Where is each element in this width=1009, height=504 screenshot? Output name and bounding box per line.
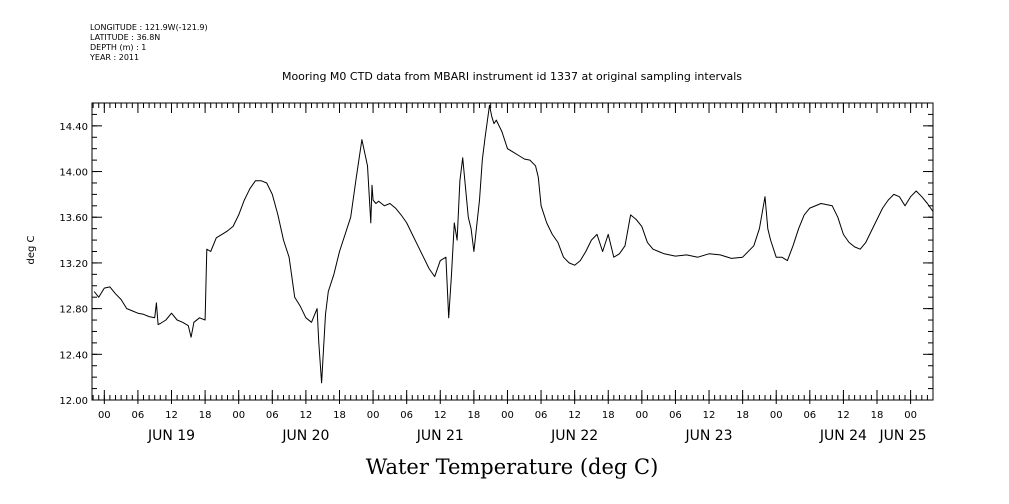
x-tick-label: 12 [703, 410, 716, 421]
x-tick-label: 00 [904, 410, 917, 421]
y-tick-label: 12.80 [59, 305, 88, 316]
x-tick-label: 00 [98, 410, 111, 421]
x-tick-label: 12 [300, 410, 313, 421]
axes: 12.00 12.40 12.80 13.20 13.60 14.00 14.40 00 06 1… [59, 102, 934, 444]
x-tick-label: 00 [232, 410, 245, 421]
x-tick-label: 18 [736, 410, 749, 421]
x-tick-label: 18 [333, 410, 346, 421]
series-line [93, 104, 934, 384]
x-tick-label: 12 [837, 410, 850, 421]
x-tick-label: 06 [535, 410, 548, 421]
metadata-block: LONGITUDE : 121.9W(-121.9) LATITUDE : 36… [89, 23, 208, 62]
x-tick-label: 06 [266, 410, 279, 421]
x-tick-label: 12 [568, 410, 581, 421]
x-tick-label: 18 [871, 410, 884, 421]
x-tick-label: 12 [165, 410, 178, 421]
x-day-label: JUN 20 [281, 428, 329, 444]
x-tick-label: 12 [434, 410, 447, 421]
x-day-label: JUN 24 [819, 428, 867, 444]
x-tick-label: 18 [199, 410, 212, 421]
y-tick-label: 12.00 [59, 396, 88, 407]
metadata-longitude: LONGITUDE : 121.9W(-121.9) [90, 23, 208, 32]
x-tick-label: 00 [501, 410, 514, 421]
metadata-latitude: LATITUDE : 36.8N [90, 33, 160, 42]
x-tick-label: 06 [803, 410, 816, 421]
chart-title: Mooring M0 CTD data from MBARI instrumen… [282, 70, 742, 83]
x-axis-label: Water Temperature (deg C) [366, 455, 659, 479]
x-day-label: JUN 22 [550, 428, 598, 444]
x-tick-label: 00 [367, 410, 380, 421]
y-tick-label: 12.40 [59, 350, 88, 361]
metadata-year: YEAR : 2011 [89, 53, 139, 62]
y-tick-label: 13.20 [59, 259, 88, 270]
y-axis-label: deg C [26, 235, 37, 264]
x-tick-label: 06 [132, 410, 145, 421]
x-tick-label: 00 [635, 410, 648, 421]
y-tick-label: 13.60 [59, 213, 88, 224]
x-day-label: JUN 25 [878, 428, 926, 444]
x-day-label: JUN 23 [684, 428, 732, 444]
x-tick-label: 18 [602, 410, 615, 421]
x-tick-label: 06 [400, 410, 413, 421]
y-tick-label: 14.40 [59, 122, 88, 133]
x-day-label: JUN 21 [416, 428, 464, 444]
metadata-depth: DEPTH (m) : 1 [90, 43, 146, 52]
y-tick-label: 14.00 [59, 168, 88, 179]
series-layer [93, 104, 934, 384]
x-tick-label: 00 [770, 410, 783, 421]
x-day-label: JUN 19 [147, 428, 195, 444]
x-tick-label: 18 [467, 410, 480, 421]
x-tick-label: 06 [669, 410, 682, 421]
